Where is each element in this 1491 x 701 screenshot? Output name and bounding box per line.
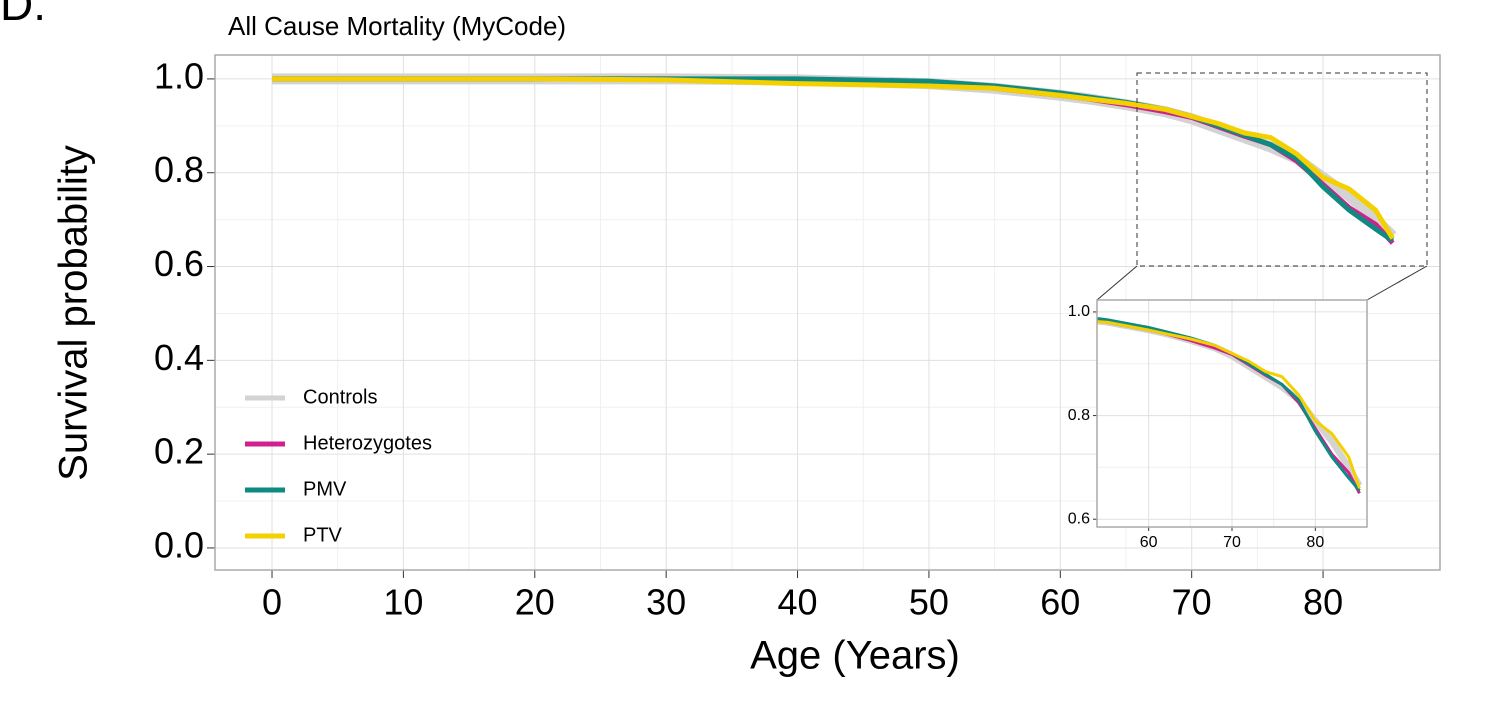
x-axis-title: Age (Years) bbox=[750, 634, 960, 678]
plot-border bbox=[214, 54, 1441, 571]
x-tick-label: 0 bbox=[262, 582, 282, 623]
y-axis-title: Survival probability bbox=[52, 145, 96, 481]
panel-label: D. bbox=[0, 0, 46, 30]
chart-title: All Cause Mortality (MyCode) bbox=[228, 11, 566, 41]
survival-curve bbox=[272, 76, 1395, 240]
y-tick-label: 0.2 bbox=[154, 431, 204, 472]
x-tick-label: 80 bbox=[1303, 582, 1343, 623]
x-tick-label: 30 bbox=[646, 582, 686, 623]
zoom-connector bbox=[1096, 265, 1138, 301]
plot-border bbox=[1096, 299, 1368, 528]
y-tick-label: 0.0 bbox=[154, 524, 204, 565]
y-tick-label: 0.6 bbox=[154, 243, 204, 284]
x-tick-label: 40 bbox=[778, 582, 818, 623]
inset-panel: 60 70 80 0.6 0.8 1.0 bbox=[1068, 299, 1368, 551]
y-tick-label: 1.0 bbox=[1068, 303, 1090, 320]
x-tick-label: 60 bbox=[1040, 582, 1080, 623]
x-tick-label: 50 bbox=[909, 582, 949, 623]
zoom-box bbox=[1136, 72, 1428, 267]
zoom-connector bbox=[1366, 265, 1428, 301]
x-tick-label: 70 bbox=[1223, 534, 1241, 551]
x-tick-label: 60 bbox=[1140, 534, 1158, 551]
x-tick-label: 20 bbox=[515, 582, 555, 623]
legend-label: PTV bbox=[303, 524, 343, 546]
y-tick-label: 0.8 bbox=[154, 149, 204, 190]
x-tick-label: 10 bbox=[383, 582, 423, 623]
legend-label: PMV bbox=[303, 478, 347, 500]
y-tick-label: 0.4 bbox=[154, 337, 204, 378]
y-tick-label: 0.6 bbox=[1068, 510, 1090, 527]
x-tick-label: 80 bbox=[1306, 534, 1324, 551]
y-tick-label: 0.8 bbox=[1068, 407, 1090, 424]
x-tick-label: 70 bbox=[1172, 582, 1212, 623]
legend-label: Controls bbox=[303, 386, 377, 408]
survival-curve bbox=[1097, 320, 1361, 489]
legend-label: Heterozygotes bbox=[303, 432, 432, 454]
y-tick-label: 1.0 bbox=[154, 55, 204, 96]
